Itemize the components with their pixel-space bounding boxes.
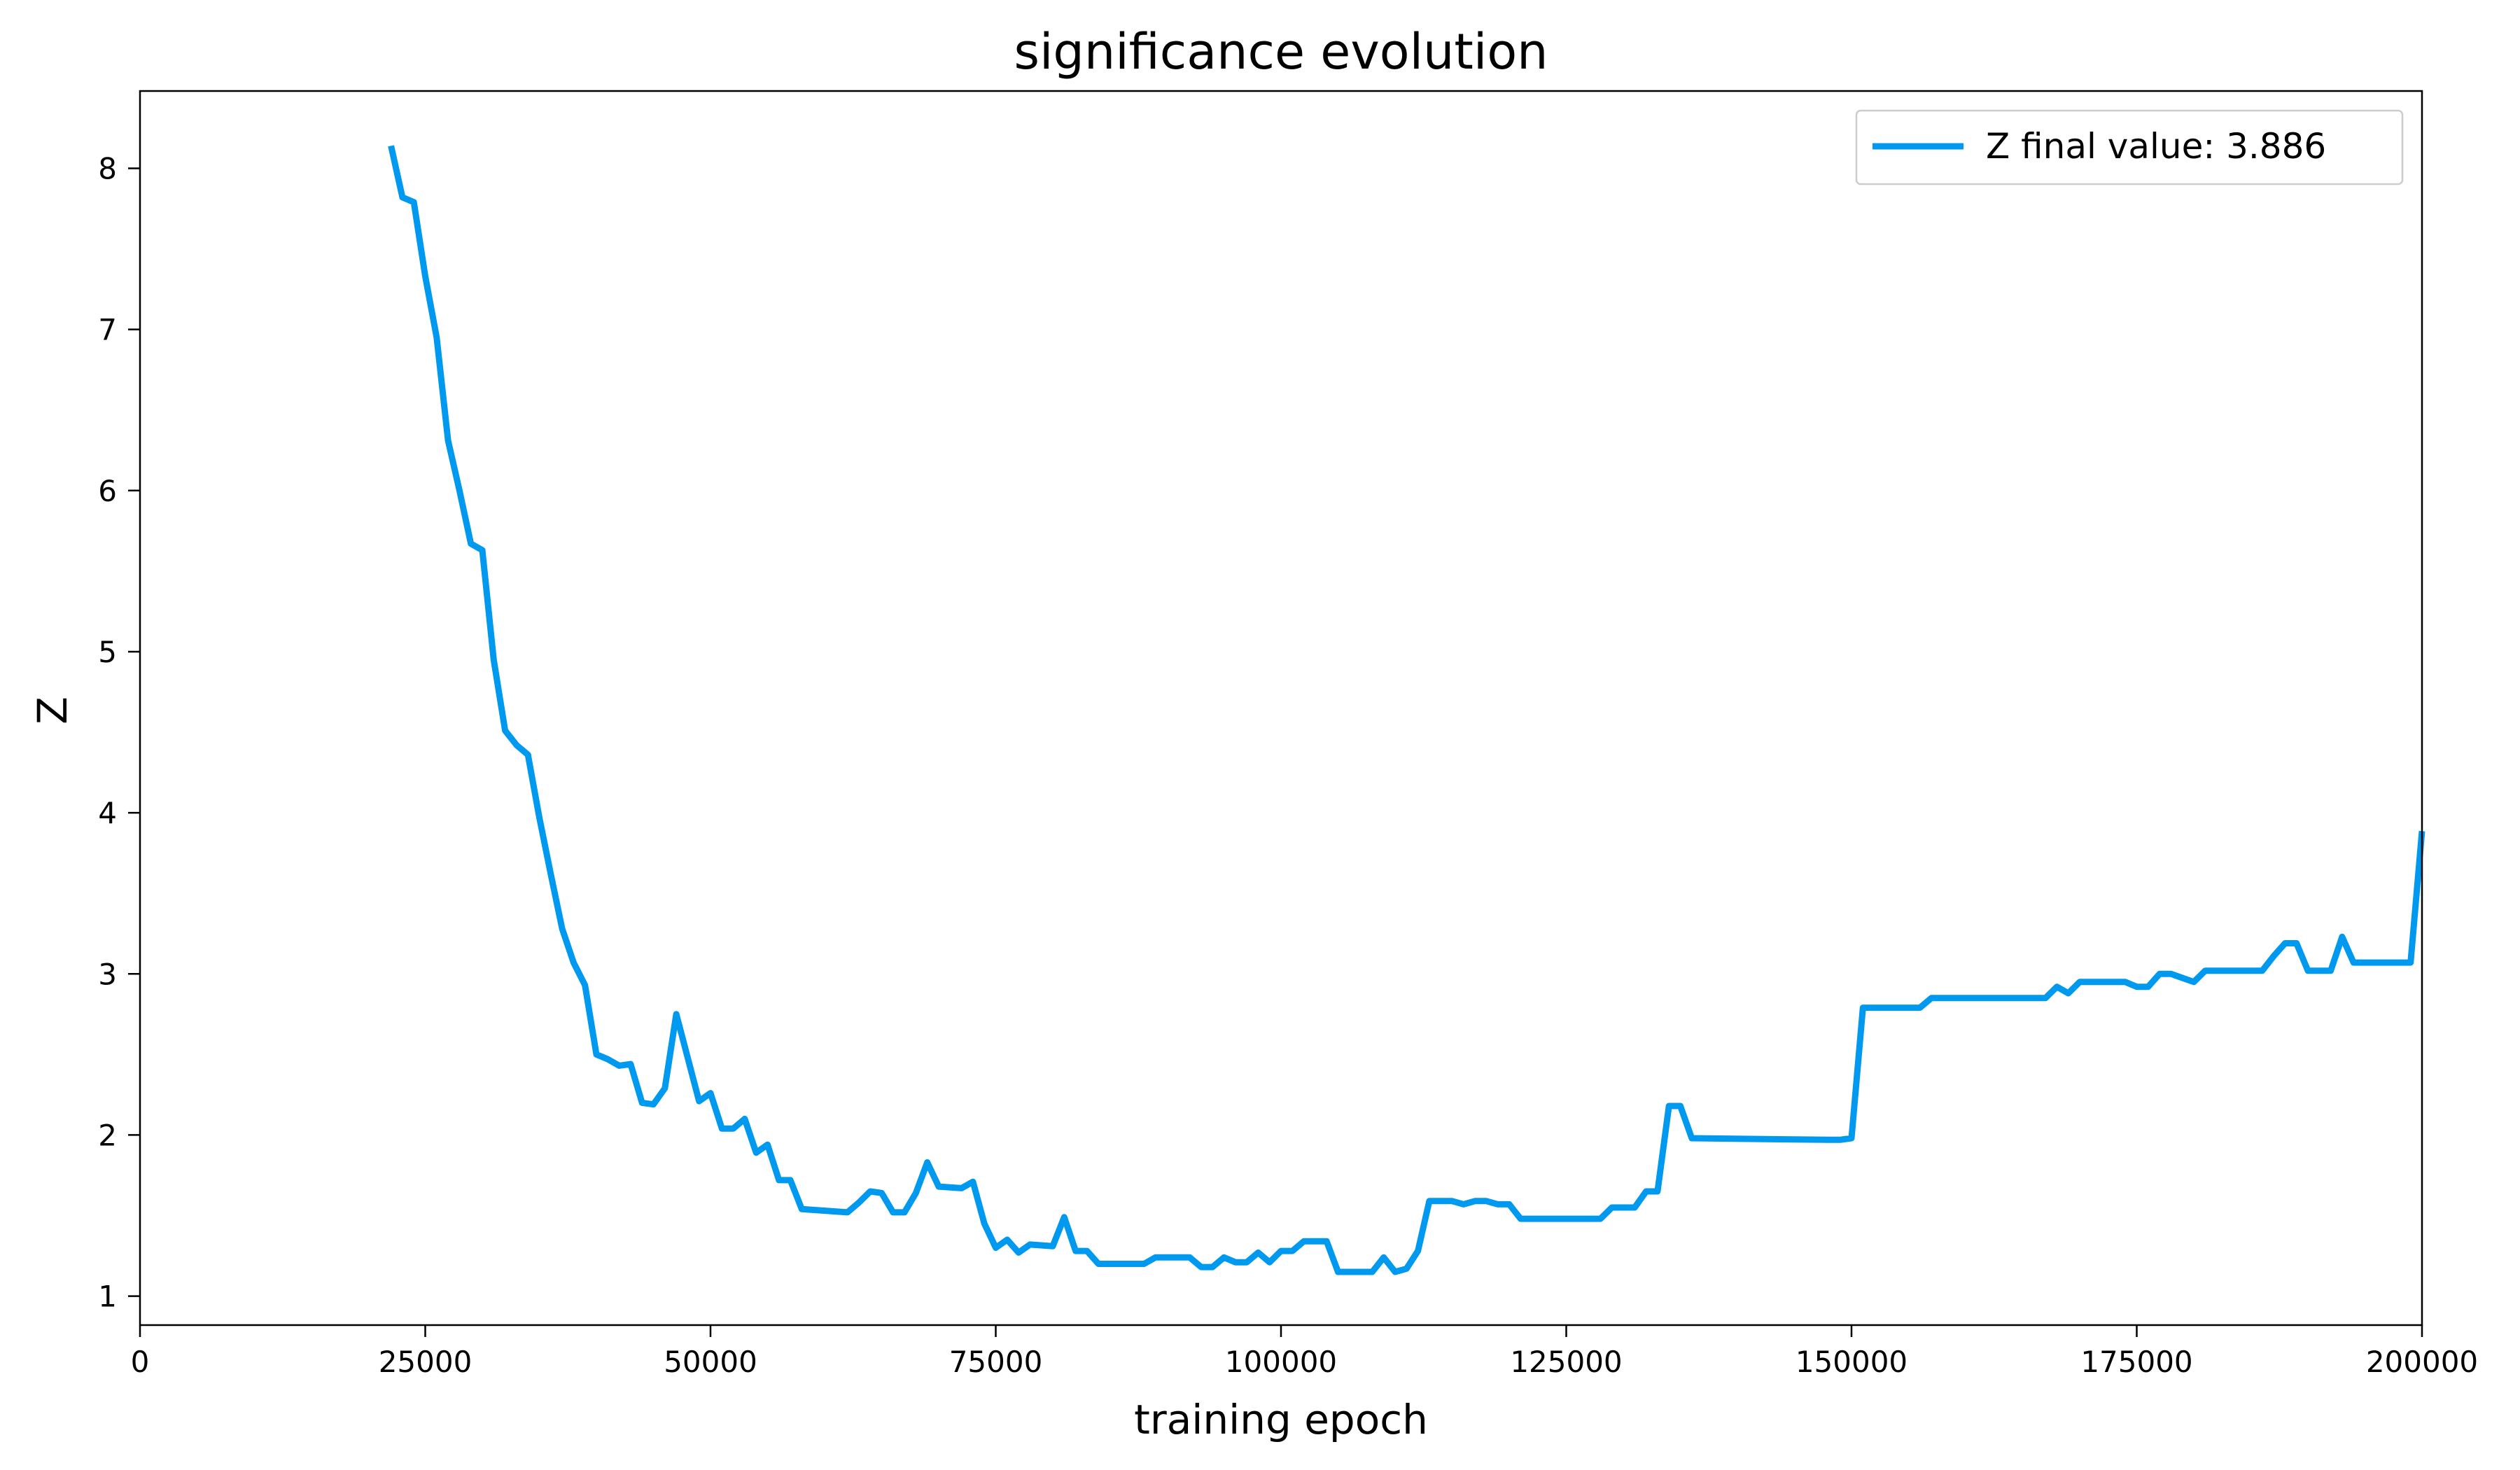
data-point <box>1475 1200 1476 1201</box>
x-tick-label: 200000 <box>2366 1345 2478 1379</box>
data-point <box>2330 970 2331 971</box>
y-tick-label: 5 <box>98 635 117 669</box>
x-tick-label: 0 <box>131 1345 150 1379</box>
data-point <box>1680 1106 1681 1107</box>
data-point <box>1509 1204 1510 1205</box>
data-point <box>470 543 471 544</box>
data-point <box>2205 970 2206 971</box>
data-point <box>2136 986 2137 987</box>
legend: Z final value: 3.886 <box>1855 109 2404 186</box>
data-point <box>1463 1204 1464 1205</box>
plot-area <box>388 145 2426 1275</box>
series-line <box>388 145 2426 1275</box>
data-point <box>1075 1251 1076 1252</box>
x-tick-label: 50000 <box>664 1345 757 1379</box>
data-point <box>870 1191 871 1192</box>
y-tick-label: 4 <box>98 796 117 830</box>
data-point <box>1657 1191 1658 1192</box>
legend-box <box>1855 109 2404 186</box>
data-point <box>459 490 460 491</box>
data-point <box>653 1104 654 1105</box>
x-tick-label: 25000 <box>379 1345 472 1379</box>
data-point <box>584 985 585 986</box>
data-point <box>2353 962 2354 963</box>
data-point <box>1383 1257 1384 1258</box>
data-point <box>493 659 494 660</box>
data-point <box>1931 997 1932 998</box>
data-point <box>630 1064 631 1065</box>
data-point <box>1303 1241 1304 1242</box>
data-point <box>562 928 563 929</box>
data-point <box>1919 1007 1920 1008</box>
data-point <box>1053 1246 1054 1247</box>
data-point <box>1155 1257 1156 1258</box>
data-point <box>756 1152 757 1153</box>
data-point <box>1486 1200 1487 1201</box>
data-point <box>1851 1138 1852 1139</box>
data-point <box>1372 1272 1373 1273</box>
y-axis-ticks: 1 2 3 4 5 6 7 8 <box>98 151 140 1314</box>
data-point <box>448 440 449 441</box>
x-axis-label: training epoch <box>1134 1396 1428 1443</box>
data-point <box>2045 997 2046 998</box>
y-tick-label: 3 <box>98 957 117 991</box>
data-point <box>619 1065 620 1066</box>
x-tick-label: 150000 <box>1795 1345 1907 1379</box>
y-tick-label: 8 <box>98 151 117 186</box>
data-point <box>1395 1272 1396 1273</box>
legend-label: Z final value: 3.886 <box>1986 126 2326 167</box>
data-point <box>2308 970 2309 971</box>
data-point <box>1200 1267 1201 1268</box>
data-point <box>995 1247 996 1248</box>
x-tick-label: 175000 <box>2080 1345 2192 1379</box>
data-point <box>687 1057 688 1058</box>
y-tick-label: 6 <box>98 474 117 508</box>
data-point <box>1086 1251 1087 1252</box>
data-point <box>2410 962 2411 963</box>
y-tick-label: 2 <box>98 1118 117 1152</box>
data-point <box>961 1188 962 1189</box>
data-point <box>516 745 517 746</box>
data-point <box>1497 1204 1498 1205</box>
data-point <box>1691 1138 1692 1139</box>
data-point <box>733 1128 734 1129</box>
chart-title: significance evolution <box>1014 23 1548 80</box>
data-point <box>1281 1251 1282 1252</box>
data-point <box>2285 943 2286 944</box>
data-point <box>1669 1106 1670 1107</box>
data-point <box>1212 1267 1213 1268</box>
data-point <box>642 1102 643 1103</box>
x-axis-ticks: 0 25000 50000 75000 100000 125000 150000 175000… <box>131 1325 2478 1379</box>
x-tick-label: 125000 <box>1510 1345 1622 1379</box>
data-point <box>1018 1252 1019 1253</box>
data-point <box>1406 1268 1407 1269</box>
x-tick-label: 75000 <box>949 1345 1043 1379</box>
data-point <box>2125 981 2126 982</box>
y-tick-label: 1 <box>98 1280 117 1314</box>
data-point <box>596 1054 597 1055</box>
y-tick-label: 7 <box>98 313 117 347</box>
data-point <box>1258 1252 1259 1253</box>
data-point <box>1189 1257 1190 1258</box>
data-point <box>2296 943 2297 944</box>
data-point <box>1292 1251 1293 1252</box>
data-point <box>573 962 574 963</box>
data-point <box>1326 1241 1327 1242</box>
data-point <box>881 1193 882 1194</box>
data-point <box>436 337 437 338</box>
data-point <box>767 1144 768 1145</box>
x-tick-label: 100000 <box>1225 1345 1337 1379</box>
data-point <box>1235 1262 1236 1263</box>
y-axis-label: Z <box>29 696 76 724</box>
data-point <box>1269 1262 1270 1263</box>
